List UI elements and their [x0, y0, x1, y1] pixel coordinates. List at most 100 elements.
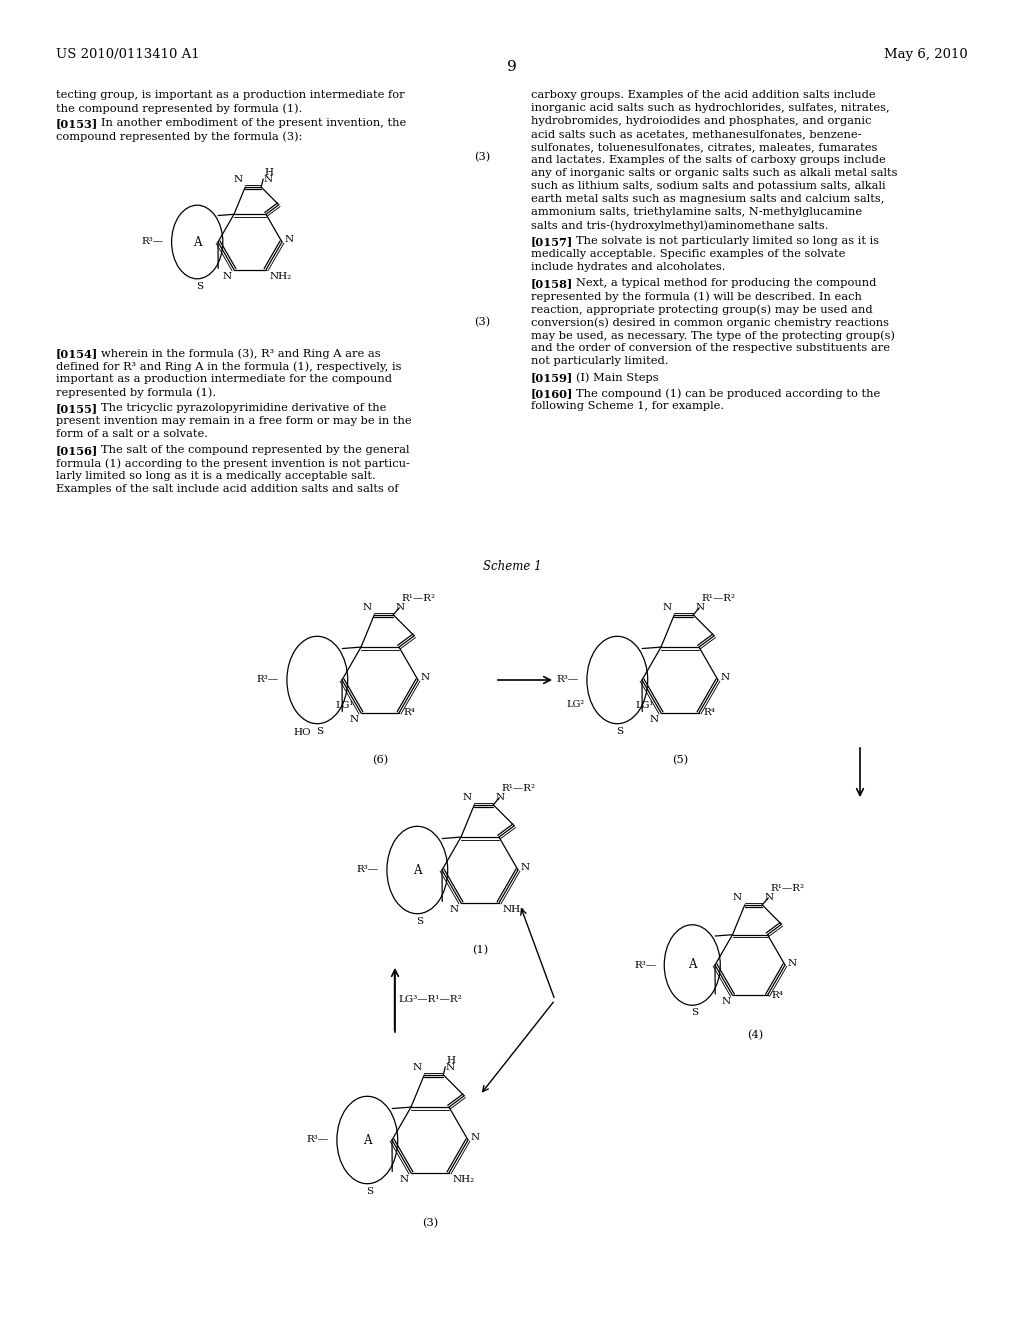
Text: R¹—R²: R¹—R² — [701, 594, 735, 603]
Text: N: N — [721, 673, 730, 682]
Text: N: N — [695, 603, 705, 611]
Text: [0159]: [0159] — [531, 372, 573, 383]
Text: S: S — [690, 1008, 697, 1018]
Text: represented by formula (1).: represented by formula (1). — [56, 387, 216, 397]
Text: acid salts such as acetates, methanesulfonates, benzene-: acid salts such as acetates, methanesulf… — [531, 129, 861, 139]
Text: R⁴: R⁴ — [703, 709, 715, 717]
Text: N: N — [764, 892, 773, 902]
Text: N: N — [445, 1063, 455, 1072]
Text: A: A — [193, 235, 202, 248]
Text: important as a production intermediate for the compound: important as a production intermediate f… — [56, 374, 392, 384]
Text: A: A — [364, 1134, 372, 1147]
Text: the compound represented by formula (1).: the compound represented by formula (1). — [56, 103, 302, 114]
Text: (3): (3) — [422, 1218, 438, 1229]
Text: carboxy groups. Examples of the acid addition salts include: carboxy groups. Examples of the acid add… — [531, 90, 876, 100]
Text: N: N — [421, 673, 430, 682]
Text: (I) Main Steps: (I) Main Steps — [575, 372, 658, 383]
Text: any of inorganic salts or organic salts such as alkali metal salts: any of inorganic salts or organic salts … — [531, 168, 897, 178]
Text: LG¹: LG¹ — [336, 701, 353, 710]
Text: N: N — [395, 603, 404, 611]
Text: (3): (3) — [474, 152, 490, 162]
Text: A: A — [688, 958, 696, 972]
Text: conversion(s) desired in common organic chemistry reactions: conversion(s) desired in common organic … — [531, 317, 889, 327]
Text: N: N — [263, 176, 272, 183]
Text: N: N — [223, 272, 232, 281]
Text: The compound (1) can be produced according to the: The compound (1) can be produced accordi… — [575, 388, 881, 399]
Text: The tricyclic pyrazolopyrimidine derivative of the: The tricyclic pyrazolopyrimidine derivat… — [101, 403, 386, 413]
Text: The solvate is not particularly limited so long as it is: The solvate is not particularly limited … — [575, 236, 880, 246]
Text: R³—: R³— — [557, 676, 579, 685]
Text: present invention may remain in a free form or may be in the: present invention may remain in a free f… — [56, 416, 412, 426]
Text: US 2010/0113410 A1: US 2010/0113410 A1 — [56, 48, 200, 61]
Text: reaction, appropriate protecting group(s) may be used and: reaction, appropriate protecting group(s… — [531, 304, 872, 314]
Text: N: N — [663, 603, 672, 611]
Text: LG³—R¹—R²: LG³—R¹—R² — [398, 995, 462, 1005]
Text: NH₂: NH₂ — [503, 906, 525, 913]
Text: hydrobromides, hydroiodides and phosphates, and organic: hydrobromides, hydroiodides and phosphat… — [531, 116, 871, 125]
Text: N: N — [521, 863, 530, 873]
Text: N: N — [496, 793, 505, 801]
Text: and the order of conversion of the respective substituents are: and the order of conversion of the respe… — [531, 343, 890, 352]
Text: salts and tris-(hydroxylmethyl)aminomethane salts.: salts and tris-(hydroxylmethyl)aminometh… — [531, 220, 828, 231]
Text: (1): (1) — [472, 945, 488, 956]
Text: N: N — [788, 958, 797, 968]
Text: N: N — [285, 235, 294, 244]
Text: formula (1) according to the present invention is not particu-: formula (1) according to the present inv… — [56, 458, 410, 469]
Text: In another embodiment of the present invention, the: In another embodiment of the present inv… — [101, 117, 407, 128]
Text: R¹—R²: R¹—R² — [502, 784, 536, 793]
Text: N: N — [400, 1175, 409, 1184]
Text: (4): (4) — [746, 1030, 763, 1040]
Text: N: N — [233, 176, 243, 183]
Text: (6): (6) — [372, 755, 388, 766]
Text: not particularly limited.: not particularly limited. — [531, 356, 669, 366]
Text: compound represented by the formula (3):: compound represented by the formula (3): — [56, 131, 302, 141]
Text: [0157]: [0157] — [531, 236, 573, 247]
Text: [0155]: [0155] — [56, 403, 98, 414]
Text: Next, a typical method for producing the compound: Next, a typical method for producing the… — [575, 279, 877, 288]
Text: R⁴: R⁴ — [403, 709, 415, 717]
Text: N: N — [732, 892, 741, 902]
Text: R¹—R²: R¹—R² — [770, 884, 805, 892]
Text: LG²: LG² — [566, 700, 585, 709]
Text: R³—: R³— — [634, 961, 656, 969]
Text: N: N — [650, 715, 659, 723]
Text: such as lithium salts, sodium salts and potassium salts, alkali: such as lithium salts, sodium salts and … — [531, 181, 886, 191]
Text: include hydrates and alcoholates.: include hydrates and alcoholates. — [531, 261, 725, 272]
Text: (3): (3) — [474, 317, 490, 327]
Text: and lactates. Examples of the salts of carboxy groups include: and lactates. Examples of the salts of c… — [531, 154, 886, 165]
Text: [0160]: [0160] — [531, 388, 573, 399]
Text: [0154]: [0154] — [56, 348, 98, 359]
Text: may be used, as necessary. The type of the protecting group(s): may be used, as necessary. The type of t… — [531, 330, 895, 341]
Text: earth metal salts such as magnesium salts and calcium salts,: earth metal salts such as magnesium salt… — [531, 194, 885, 205]
Text: LG¹: LG¹ — [636, 701, 653, 710]
Text: HO: HO — [294, 727, 311, 737]
Text: wherein in the formula (3), R³ and Ring A are as: wherein in the formula (3), R³ and Ring … — [101, 348, 381, 359]
Text: Examples of the salt include acid addition salts and salts of: Examples of the salt include acid additi… — [56, 484, 398, 494]
Text: inorganic acid salts such as hydrochlorides, sulfates, nitrates,: inorganic acid salts such as hydrochlori… — [531, 103, 890, 114]
Text: defined for R³ and Ring A in the formula (1), respectively, is: defined for R³ and Ring A in the formula… — [56, 360, 401, 371]
Text: S: S — [366, 1187, 373, 1196]
Text: S: S — [196, 281, 203, 290]
Text: (5): (5) — [672, 755, 688, 766]
Text: N: N — [350, 715, 359, 723]
Text: A: A — [413, 863, 422, 876]
Text: NH₂: NH₂ — [270, 272, 292, 281]
Text: R⁴: R⁴ — [771, 991, 783, 999]
Text: S: S — [416, 916, 423, 925]
Text: larly limited so long as it is a medically acceptable salt.: larly limited so long as it is a medical… — [56, 471, 376, 480]
Text: 9: 9 — [507, 59, 517, 74]
Text: represented by the formula (1) will be described. In each: represented by the formula (1) will be d… — [531, 290, 862, 301]
Text: following Scheme 1, for example.: following Scheme 1, for example. — [531, 401, 724, 411]
Text: tecting group, is important as a production intermediate for: tecting group, is important as a product… — [56, 90, 404, 100]
Text: sulfonates, toluenesulfonates, citrates, maleates, fumarates: sulfonates, toluenesulfonates, citrates,… — [531, 143, 878, 152]
Text: N: N — [471, 1134, 480, 1143]
Text: R³—: R³— — [307, 1135, 329, 1144]
Text: N: N — [450, 906, 459, 913]
Text: R³—: R³— — [356, 866, 379, 874]
Text: N: N — [462, 793, 471, 801]
Text: H: H — [446, 1056, 456, 1065]
Text: R¹—R²: R¹—R² — [401, 594, 435, 603]
Text: N: N — [413, 1063, 421, 1072]
Text: R³—: R³— — [141, 238, 164, 247]
Text: H: H — [264, 168, 273, 177]
